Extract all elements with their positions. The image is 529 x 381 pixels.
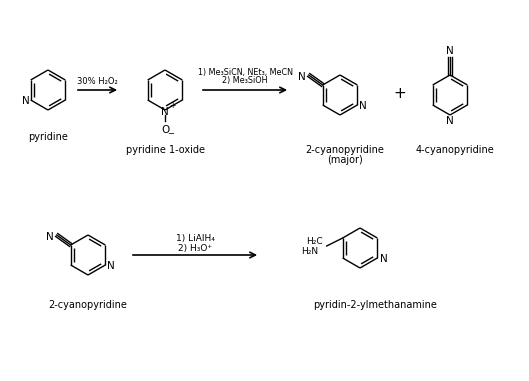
Text: 1) LiAlH₄: 1) LiAlH₄ <box>176 234 214 242</box>
Text: 4-cyanopyridine: 4-cyanopyridine <box>416 145 495 155</box>
Text: N: N <box>380 254 388 264</box>
Text: 30% H₂O₂: 30% H₂O₂ <box>77 77 118 86</box>
Text: N: N <box>446 46 454 56</box>
Text: pyridin-2-ylmethanamine: pyridin-2-ylmethanamine <box>313 300 437 310</box>
Text: N: N <box>446 116 454 126</box>
Text: −: − <box>168 130 175 139</box>
Text: N: N <box>107 261 115 271</box>
Text: N: N <box>46 232 53 242</box>
Text: H₂N: H₂N <box>302 248 318 256</box>
Text: 2) H₃O⁺: 2) H₃O⁺ <box>178 243 212 253</box>
Text: 1) Me₃SiCN, NEt₃, MeCN: 1) Me₃SiCN, NEt₃, MeCN <box>197 67 293 77</box>
Text: +: + <box>169 101 175 110</box>
Text: O: O <box>161 125 169 135</box>
Text: 2) Me₃SiOH: 2) Me₃SiOH <box>222 77 268 85</box>
Text: 2-cyanopyridine: 2-cyanopyridine <box>306 145 385 155</box>
Text: N: N <box>22 96 30 106</box>
Text: pyridine 1-oxide: pyridine 1-oxide <box>125 145 205 155</box>
Text: pyridine: pyridine <box>28 132 68 142</box>
Text: H₂C: H₂C <box>306 237 323 245</box>
Text: (major): (major) <box>327 155 363 165</box>
Text: N: N <box>359 101 367 111</box>
Text: +: + <box>394 85 406 101</box>
Text: N: N <box>298 72 306 82</box>
Text: N: N <box>161 107 169 117</box>
Text: 2-cyanopyridine: 2-cyanopyridine <box>49 300 127 310</box>
